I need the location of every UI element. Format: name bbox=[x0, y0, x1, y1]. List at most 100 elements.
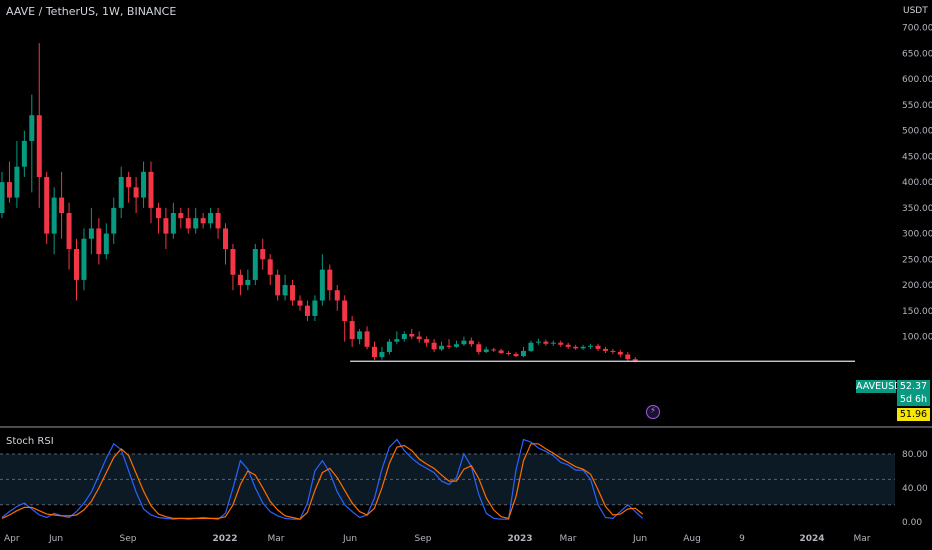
candle-body[interactable] bbox=[364, 331, 370, 347]
indicator-axis[interactable]: 0.00 40.00 80.00 bbox=[902, 450, 928, 528]
candle-body[interactable] bbox=[334, 290, 340, 301]
candle-body[interactable] bbox=[208, 213, 214, 224]
candle-body[interactable] bbox=[14, 166, 20, 198]
candle-body[interactable] bbox=[133, 187, 139, 198]
candle-body[interactable] bbox=[617, 351, 623, 355]
candle-body[interactable] bbox=[312, 300, 318, 316]
candle-body[interactable] bbox=[349, 321, 355, 340]
candle-body[interactable] bbox=[51, 197, 57, 234]
candle-body[interactable] bbox=[476, 344, 482, 352]
candle-body[interactable] bbox=[498, 350, 504, 354]
candle-body[interactable] bbox=[506, 353, 512, 355]
candle-body[interactable] bbox=[401, 333, 407, 340]
candle-body[interactable] bbox=[282, 285, 288, 296]
stoch-rsi-d-line[interactable] bbox=[1, 443, 644, 520]
candle-body[interactable] bbox=[580, 346, 586, 349]
candle-body[interactable] bbox=[550, 342, 556, 344]
candle-body[interactable] bbox=[111, 207, 117, 234]
candle-body[interactable] bbox=[491, 349, 497, 351]
candle-body[interactable] bbox=[513, 354, 519, 357]
candle-body[interactable] bbox=[74, 249, 79, 280]
candle-body[interactable] bbox=[148, 171, 154, 208]
stoch-rsi-k-line[interactable] bbox=[1, 438, 644, 520]
candle-body[interactable] bbox=[267, 259, 273, 275]
indicator-label[interactable]: Stoch RSI bbox=[6, 436, 54, 447]
candle-body[interactable] bbox=[163, 218, 169, 234]
candle-body[interactable] bbox=[178, 213, 184, 219]
candle-body[interactable] bbox=[379, 351, 385, 358]
candle-body[interactable] bbox=[44, 176, 50, 234]
candle-body[interactable] bbox=[461, 340, 467, 345]
candle-body[interactable] bbox=[453, 344, 459, 347]
candle-body[interactable] bbox=[88, 228, 94, 239]
candle-body[interactable] bbox=[468, 340, 474, 345]
candle-body[interactable] bbox=[632, 359, 638, 362]
candle-body[interactable] bbox=[394, 339, 400, 342]
time-axis[interactable]: Apr Jun Sep 2022 Mar Jun Sep 2023 Mar Jun Aug 9 2024… bbox=[4, 534, 871, 544]
candle-body[interactable] bbox=[297, 300, 303, 306]
candle-body[interactable] bbox=[59, 197, 65, 214]
candle-body[interactable] bbox=[170, 213, 176, 234]
candle-body[interactable] bbox=[141, 171, 147, 198]
candle-body[interactable] bbox=[319, 269, 325, 301]
candle-body[interactable] bbox=[543, 341, 549, 344]
candle-body[interactable] bbox=[409, 333, 415, 337]
candle-body[interactable] bbox=[565, 344, 571, 347]
candle-body[interactable] bbox=[528, 342, 534, 351]
candle-body[interactable] bbox=[290, 285, 296, 301]
candle-body[interactable] bbox=[342, 300, 348, 322]
candle-body[interactable] bbox=[155, 207, 161, 219]
candle-body[interactable] bbox=[200, 218, 206, 224]
candle-body[interactable] bbox=[126, 176, 132, 188]
candle-body[interactable] bbox=[386, 341, 392, 352]
candle-body[interactable] bbox=[625, 354, 631, 360]
candle-body[interactable] bbox=[66, 213, 72, 250]
time-axis-tick-label: Jun bbox=[632, 534, 647, 544]
lightning-bolt-icon[interactable]: ⚡ bbox=[646, 405, 660, 419]
candle-body[interactable] bbox=[446, 345, 452, 347]
candle-body[interactable] bbox=[29, 115, 35, 141]
candle-body[interactable] bbox=[252, 249, 258, 280]
candle-body[interactable] bbox=[260, 249, 266, 260]
stoch-rsi-lines[interactable] bbox=[1, 438, 644, 520]
candle-body[interactable] bbox=[96, 228, 102, 255]
candle-body[interactable] bbox=[588, 345, 594, 347]
candle-body[interactable] bbox=[431, 342, 437, 350]
candle-body[interactable] bbox=[237, 274, 243, 286]
candle-body[interactable] bbox=[439, 345, 445, 350]
candle-body[interactable] bbox=[230, 249, 236, 275]
candle-body[interactable] bbox=[245, 279, 251, 286]
candle-body[interactable] bbox=[357, 331, 363, 340]
candle-body[interactable] bbox=[372, 346, 377, 358]
price-axis-tick-label: 500.00 bbox=[902, 127, 932, 137]
price-axis[interactable]: 100.00 150.00 200.00 250.00 300.00 350.00 400.… bbox=[902, 24, 932, 343]
candle-body[interactable] bbox=[304, 305, 310, 316]
candle-body[interactable] bbox=[416, 336, 422, 340]
candlestick-series[interactable] bbox=[0, 43, 638, 363]
candle-body[interactable] bbox=[81, 238, 87, 280]
candle-body[interactable] bbox=[215, 213, 221, 229]
candle-body[interactable] bbox=[275, 274, 281, 296]
candle-body[interactable] bbox=[424, 339, 430, 343]
candle-body[interactable] bbox=[185, 218, 191, 229]
price-axis-tick-label: 600.00 bbox=[902, 75, 932, 85]
candle-body[interactable] bbox=[521, 350, 526, 357]
candle-body[interactable] bbox=[595, 345, 601, 349]
candle-body[interactable] bbox=[483, 349, 489, 352]
candle-body[interactable] bbox=[327, 269, 333, 291]
candle-body[interactable] bbox=[558, 342, 564, 345]
candle-body[interactable] bbox=[118, 176, 124, 208]
candle-body[interactable] bbox=[0, 182, 5, 214]
candle-body[interactable] bbox=[36, 115, 42, 177]
candle-body[interactable] bbox=[573, 346, 579, 349]
candle-body[interactable] bbox=[103, 233, 109, 255]
chart-title[interactable]: AAVE / TetherUS, 1W, BINANCE bbox=[6, 5, 177, 18]
candle-body[interactable] bbox=[223, 228, 228, 250]
candle-body[interactable] bbox=[602, 348, 608, 351]
candle-body[interactable] bbox=[6, 182, 12, 198]
candle-body[interactable] bbox=[193, 218, 199, 229]
candle-body[interactable] bbox=[610, 350, 616, 352]
candle-body[interactable] bbox=[21, 140, 27, 167]
candle-body[interactable] bbox=[535, 341, 541, 343]
